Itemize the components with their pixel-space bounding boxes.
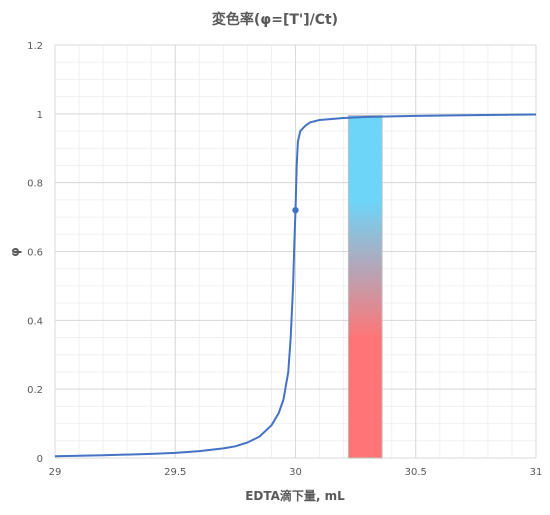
- x-tick-labels: 29 29.5 30 30.5 31: [49, 467, 543, 478]
- x-tick-label: 31: [530, 467, 543, 478]
- x-tick-label: 29.5: [164, 467, 186, 478]
- color-band-rect: [347, 115, 383, 459]
- data-point-marker: [292, 207, 299, 214]
- y-tick-label: 0.4: [27, 316, 43, 327]
- series-line: [54, 113, 537, 458]
- x-tick-label: 30: [289, 467, 302, 478]
- plot-area: [54, 113, 537, 458]
- x-axis-title: EDTA滴下量, mL: [245, 488, 345, 503]
- y-tick-label: 0.6: [27, 248, 43, 259]
- y-tick-label: 1: [37, 110, 43, 121]
- grid: [54, 44, 537, 459]
- color-band: [347, 115, 383, 459]
- y-tick-labels: 0 0.2 0.4 0.6 0.8 1 1.2: [27, 41, 43, 465]
- x-tick-label: 30.5: [405, 467, 427, 478]
- chart-title: 変色率(φ=[T']/Ct): [212, 11, 338, 28]
- y-tick-label: 0.8: [27, 179, 43, 190]
- y-tick-label: 1.2: [27, 41, 43, 52]
- y-tick-label: 0: [37, 454, 43, 465]
- x-tick-label: 29: [49, 467, 62, 478]
- y-axis-title: φ: [8, 247, 22, 256]
- y-tick-label: 0.2: [27, 385, 43, 396]
